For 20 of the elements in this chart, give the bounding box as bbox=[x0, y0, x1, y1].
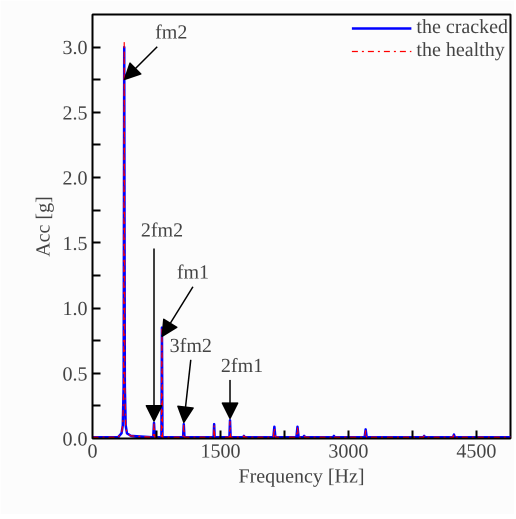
x-axis-title: Frequency [Hz] bbox=[238, 466, 365, 488]
y-axis-title: Acc [g] bbox=[32, 196, 54, 257]
x-tick-label: 0 bbox=[88, 440, 98, 462]
annotation: fm2 bbox=[155, 22, 188, 44]
y-tick-label: 0.5 bbox=[62, 363, 88, 386]
annotation: 2fm1 bbox=[220, 354, 264, 377]
y-tick-label: 2.0 bbox=[62, 168, 88, 190]
y-tick-label: 2.5 bbox=[62, 102, 88, 124]
x-tick-label: 3000 bbox=[328, 440, 368, 462]
annotation: 2fm2 bbox=[140, 220, 184, 242]
x-tick-label: 1500 bbox=[200, 440, 240, 462]
y-tick-label: 1.5 bbox=[62, 232, 88, 255]
annotation: fm1 bbox=[176, 262, 210, 284]
annotation: 3fm2 bbox=[170, 334, 212, 357]
y-tick-label: 1.0 bbox=[62, 298, 88, 320]
y-tick-label: 0.0 bbox=[62, 428, 88, 450]
y-tick-label: 3.0 bbox=[62, 37, 88, 60]
legend-label: the cracked bbox=[416, 16, 508, 39]
x-tick-label: 4500 bbox=[456, 440, 496, 462]
legend-label: the healthy bbox=[416, 39, 505, 62]
